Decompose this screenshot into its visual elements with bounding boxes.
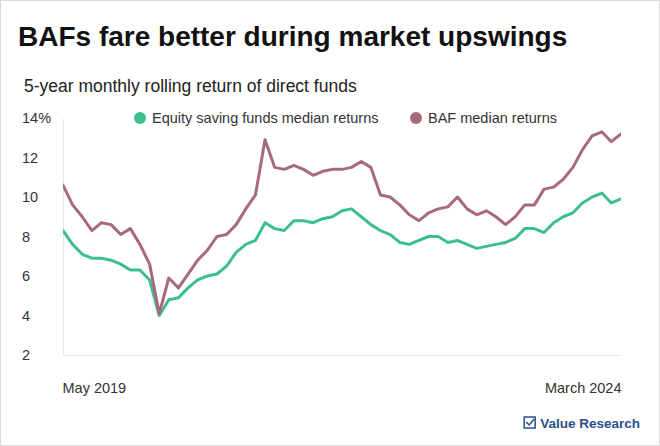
y-tick-label: 8 [22,229,30,245]
y-tick-label: 12 [22,150,38,166]
y-axis: 2 4 6 8 10 12 14% [22,110,64,363]
y-tick: 8 [22,229,63,245]
title: BAFs fare better during market upswings [18,21,567,52]
x-tick-label: March 2024 [545,380,622,396]
legend-marker [134,112,146,124]
plot-area [63,132,621,316]
legend-label: BAF median returns [428,110,557,126]
legend-marker [410,112,422,124]
chart-container: BAFs fare better during market upswings 5… [0,0,660,446]
y-tick-label: 10 [22,189,38,205]
y-tick: 12 [22,150,63,166]
y-tick: 14% [22,110,63,126]
x-tick: May 2019 [63,355,127,396]
y-tick-label: 14% [22,110,51,126]
y-tick-label: 2 [22,347,30,363]
legend-label: Equity saving funds median returns [152,110,379,126]
y-tick-label: 6 [22,268,30,284]
series-line [63,193,621,315]
series-line [63,132,621,314]
legend: Equity saving funds median returns BAF me… [134,110,557,126]
source-icon [524,417,535,428]
source: Value Research [524,416,640,431]
y-tick: 6 [22,268,63,284]
y-tick: 4 [22,308,63,324]
source-text: Value Research [540,416,640,431]
y-tick-label: 4 [22,308,30,324]
x-tick-label: May 2019 [63,380,127,396]
y-tick: 2 [22,347,63,363]
y-axis-line [63,119,64,356]
x-axis: May 2019 March 2024 [63,355,622,396]
subtitle: 5-year monthly rolling return of direct … [24,76,357,96]
x-tick: March 2024 [545,355,622,396]
y-tick: 10 [22,189,63,205]
chart-svg: BAFs fare better during market upswings 5… [0,0,660,446]
x-axis-line [64,355,622,356]
frame [1,1,660,446]
source-icon-check [526,419,534,425]
